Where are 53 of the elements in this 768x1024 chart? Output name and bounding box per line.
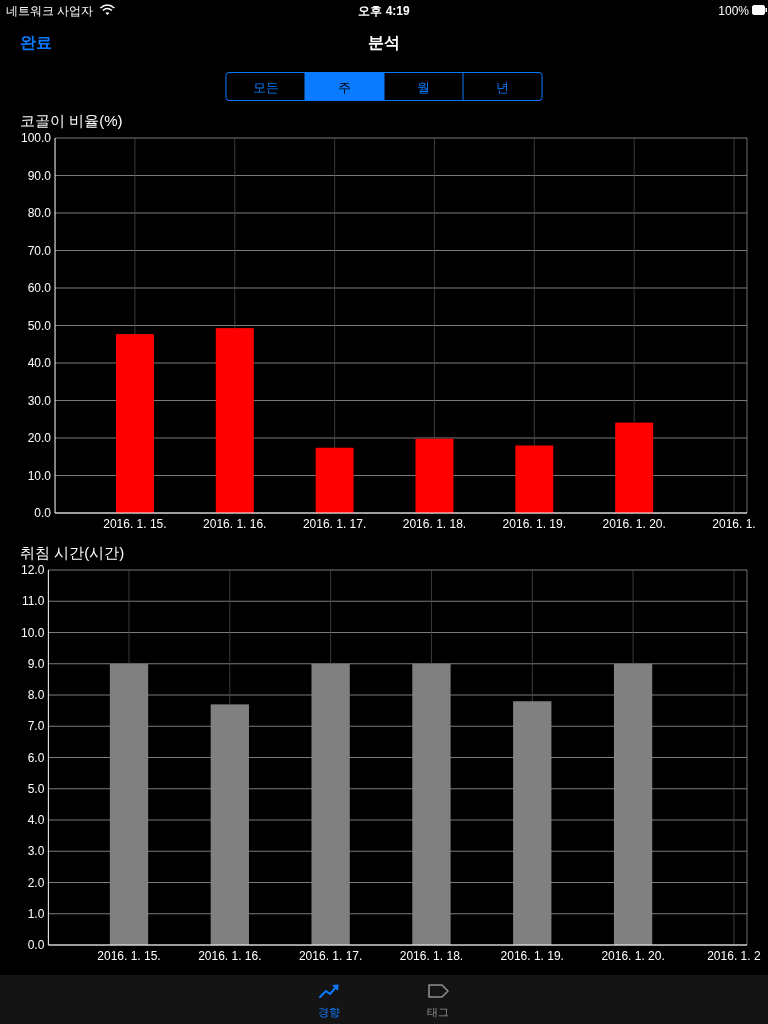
text: 오후 4:19	[358, 4, 410, 18]
x-tick-label: 2016. 1. 20.	[601, 949, 665, 963]
bar	[115, 334, 154, 513]
text: 완료	[20, 34, 52, 51]
x-tick-label: 2016. 1. 17.	[298, 949, 363, 963]
x-tick-label: 2016. 1. 15.	[97, 949, 161, 963]
bar	[315, 447, 354, 513]
x-tick-label: 2016. 1. 19.	[500, 949, 564, 963]
y-tick-label: 30.0	[27, 393, 52, 408]
text: 경향	[318, 1006, 340, 1018]
x-tick-label: 2016. 1. 20.	[602, 517, 666, 531]
y-tick-label: 5.0	[27, 781, 45, 796]
x-tick-label: 2016. 1. 16.	[198, 949, 262, 963]
x-tick-label: 2016. 1.	[712, 517, 756, 531]
y-tick-label: 50.0	[27, 318, 52, 333]
y-tick-label: 80.0	[27, 206, 52, 220]
y-tick-label: 2.0	[27, 875, 45, 890]
x-tick-label: 2016. 1. 16.	[203, 517, 267, 531]
y-tick-label: 100.0	[21, 131, 52, 145]
text: 100%	[718, 4, 750, 18]
bar	[615, 422, 654, 513]
y-tick-label: 70.0	[27, 243, 52, 258]
y-tick-label: 7.0	[27, 719, 45, 734]
y-tick-label: 10.0	[27, 468, 52, 483]
bar	[515, 445, 554, 513]
text: 태그	[427, 1006, 449, 1018]
x-tick-label: 2016. 1. 17.	[302, 517, 367, 531]
x-tick-label: 2016. 1. 19.	[502, 517, 567, 531]
text: 네트워크 사업자	[6, 4, 94, 18]
y-tick-label: 4.0	[27, 813, 45, 827]
bar	[215, 328, 254, 513]
chart-title: 취침 시간(시간)	[20, 544, 125, 561]
x-tick-label: 2016. 1. 2	[707, 949, 761, 963]
y-tick-label: 60.0	[27, 281, 52, 295]
x-tick-label: 2016. 1. 18.	[399, 949, 464, 963]
chart-title: 코골이 비율(%)	[20, 112, 123, 129]
x-tick-label: 2016. 1. 18.	[402, 517, 467, 531]
y-tick-label: 0.0	[27, 938, 45, 952]
x-tick-label: 2016. 1. 15.	[103, 517, 167, 531]
y-tick-label: 9.0	[27, 656, 45, 671]
y-tick-label: 3.0	[27, 844, 45, 859]
y-tick-label: 12.0	[21, 563, 45, 577]
y-tick-label: 1.0	[27, 906, 45, 921]
bar	[415, 438, 454, 513]
y-tick-label: 6.0	[27, 750, 45, 765]
y-tick-label: 8.0	[27, 688, 45, 702]
y-tick-label: 90.0	[27, 168, 52, 183]
y-tick-label: 10.0	[21, 625, 45, 640]
y-tick-label: 20.0	[27, 431, 52, 445]
y-tick-label: 0.0	[34, 506, 52, 520]
text: 분석	[368, 34, 400, 51]
y-tick-label: 11.0	[21, 594, 45, 609]
y-tick-label: 40.0	[27, 356, 52, 370]
